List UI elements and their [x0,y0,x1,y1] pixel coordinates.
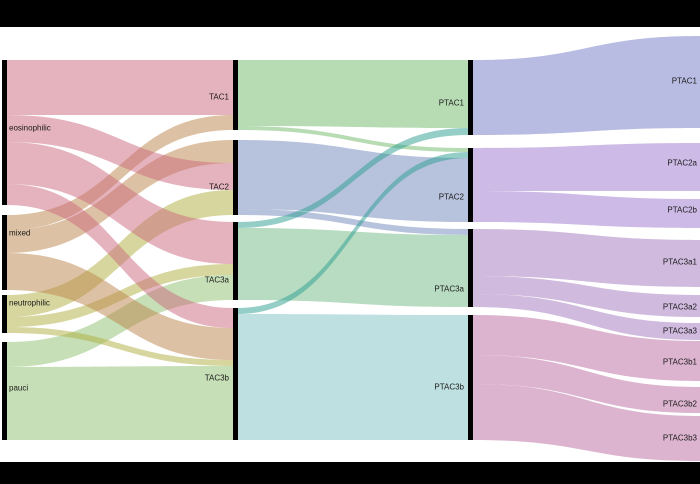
node-bar-pauci[interactable] [2,342,7,440]
flow-eosinophilic-TAC3a[interactable] [7,142,233,264]
flow-PTAC2-PTAC2b[interactable] [473,191,700,228]
flow-PTAC3b-PTAC3b2[interactable] [473,355,700,413]
flow-eosinophilic-TAC3b[interactable] [7,184,233,328]
node-bar-PTAC3b[interactable] [468,315,473,440]
flow-eosinophilic-TAC1[interactable] [7,60,233,115]
node-bar-neutrophilic[interactable] [2,295,7,333]
flow-PTAC3a-PTAC3a1[interactable] [473,229,700,287]
node-bar-PTAC2[interactable] [468,148,473,222]
letterbox-bottom [0,462,700,484]
flow-TAC1-PTAC1[interactable] [238,60,468,128]
letterbox-top [0,0,700,27]
flow-PTAC3b-PTAC3b3[interactable] [473,384,700,461]
flow-PTAC2-PTAC2a[interactable] [473,143,700,191]
node-bar-PTAC3a[interactable] [468,229,473,307]
node-bar-TAC1[interactable] [233,60,238,130]
node-bar-mixed[interactable] [2,215,7,290]
flow-mixed-TAC1[interactable] [7,115,233,230]
flow-mixed-TAC3b[interactable] [7,253,233,360]
flow-TAC3b-PTAC3b[interactable] [238,314,468,440]
node-bar-eosinophilic[interactable] [2,60,7,205]
flow-eosinophilic-TAC2[interactable] [7,115,233,190]
flow-TAC3a-PTAC1[interactable] [238,128,468,228]
flow-TAC1-PTAC2[interactable] [238,126,468,152]
flow-TAC3a-PTAC3a[interactable] [238,228,468,307]
flow-PTAC3b-PTAC3b1[interactable] [473,315,700,381]
flow-PTAC3a-PTAC3a2[interactable] [473,276,700,317]
flow-TAC3b-PTAC2[interactable] [238,152,468,314]
flow-neutrophilic-TAC3b[interactable] [7,327,233,366]
flow-PTAC3a-PTAC3a3[interactable] [473,294,700,340]
flow-pauci-TAC3b[interactable] [7,366,233,440]
flow-PTAC1-PTAC1e[interactable] [473,36,700,135]
node-bar-TAC3a[interactable] [233,222,238,300]
node-bar-PTAC1[interactable] [468,60,473,135]
node-bar-TAC3b[interactable] [233,308,238,440]
node-bar-TAC2[interactable] [233,140,238,215]
